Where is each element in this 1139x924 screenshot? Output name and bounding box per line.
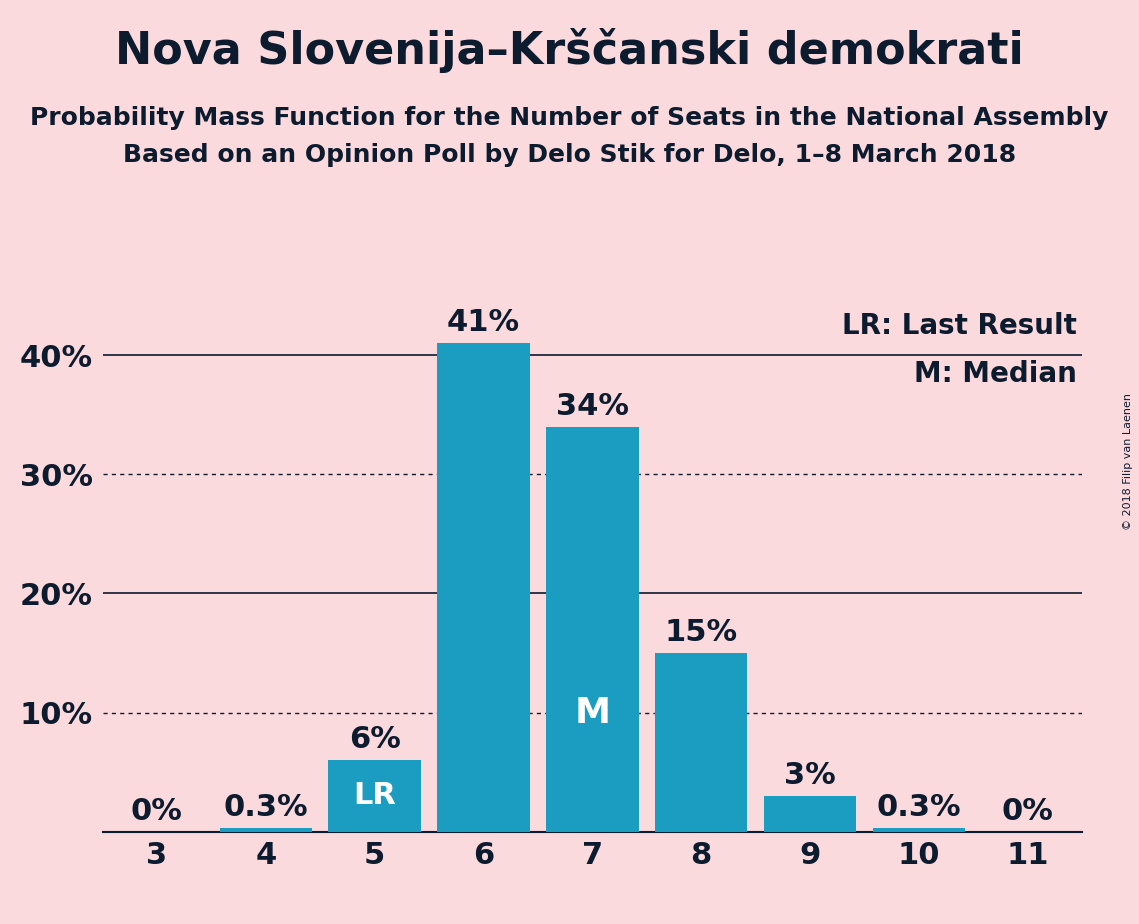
Bar	[220, 828, 312, 832]
Text: 0.3%: 0.3%	[877, 793, 961, 822]
Text: 41%: 41%	[446, 309, 521, 337]
Text: Nova Slovenija–Krščanski demokrati: Nova Slovenija–Krščanski demokrati	[115, 28, 1024, 73]
Text: Based on an Opinion Poll by Delo Stik for Delo, 1–8 March 2018: Based on an Opinion Poll by Delo Stik fo…	[123, 143, 1016, 167]
Bar	[328, 760, 421, 832]
Bar	[872, 828, 965, 832]
Text: 34%: 34%	[556, 392, 629, 420]
Text: LR: LR	[353, 782, 396, 810]
Text: 3%: 3%	[784, 761, 836, 790]
Text: 0%: 0%	[1001, 796, 1054, 826]
Text: M: Median: M: Median	[915, 360, 1077, 388]
Text: Probability Mass Function for the Number of Seats in the National Assembly: Probability Mass Function for the Number…	[31, 106, 1108, 130]
Text: LR: Last Result: LR: Last Result	[842, 311, 1077, 340]
Text: 6%: 6%	[349, 725, 401, 754]
Bar	[655, 653, 747, 832]
Text: M: M	[574, 696, 611, 730]
Text: 0.3%: 0.3%	[223, 793, 308, 822]
Text: © 2018 Filip van Laenen: © 2018 Filip van Laenen	[1123, 394, 1133, 530]
Bar	[763, 796, 857, 832]
Text: 0%: 0%	[131, 796, 183, 826]
Bar	[437, 344, 530, 832]
Bar	[546, 427, 639, 832]
Text: 15%: 15%	[664, 618, 738, 647]
